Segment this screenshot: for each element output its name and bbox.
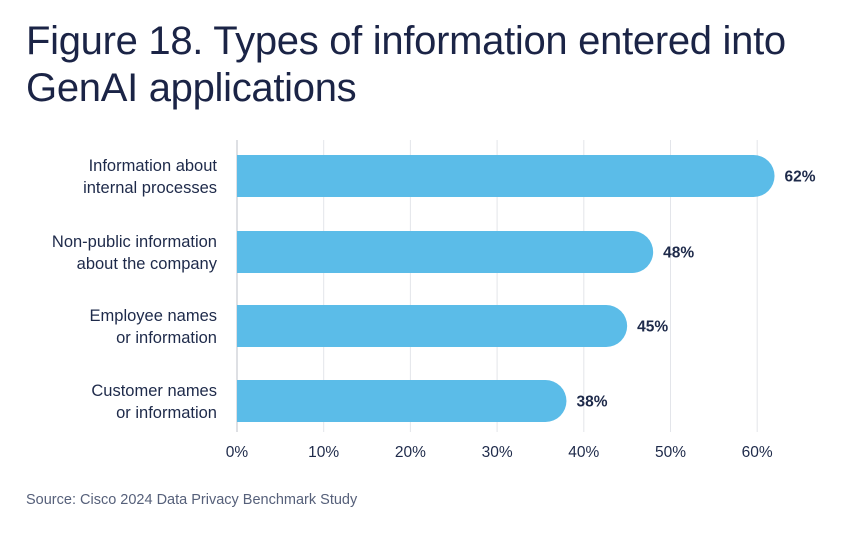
bar [237,155,775,197]
category-label: Customer names [91,382,217,400]
category-label: internal processes [83,179,217,197]
data-label: 48% [663,245,694,262]
data-label: 45% [637,319,668,336]
bars [237,155,775,422]
source-note: Source: Cisco 2024 Data Privacy Benchmar… [26,492,358,508]
x-tick-label: 40% [568,444,599,461]
category-label: or information [116,329,217,347]
chart-title-line-2: GenAI applications [26,66,357,110]
x-tick-label: 30% [482,444,513,461]
data-label: 38% [576,394,607,411]
data-label: 62% [785,169,816,186]
x-tick-label: 0% [226,444,249,461]
labels: 0% 10% 20% 30% 40% 50% 60% 62% Information about… [52,157,816,461]
category-label: about the company [77,255,218,273]
category-label: Information about [89,157,218,175]
category-label: Non-public information [52,233,217,251]
bar [237,305,628,347]
x-tick-label: 50% [655,444,686,461]
x-tick-label: 60% [742,444,773,461]
chart-title: Figure 18. Types of information entered … [26,18,856,112]
x-tick-label: 20% [395,444,426,461]
category-label: or information [116,404,217,422]
bar-chart: 0% 10% 20% 30% 40% 50% 60% 62% Information about… [52,140,816,461]
x-tick-label: 10% [308,444,339,461]
bar [237,231,654,273]
chart-title-line-1: Figure 18. Types of information entered … [26,19,786,63]
category-label: Employee names [90,307,217,325]
bar [237,380,567,422]
